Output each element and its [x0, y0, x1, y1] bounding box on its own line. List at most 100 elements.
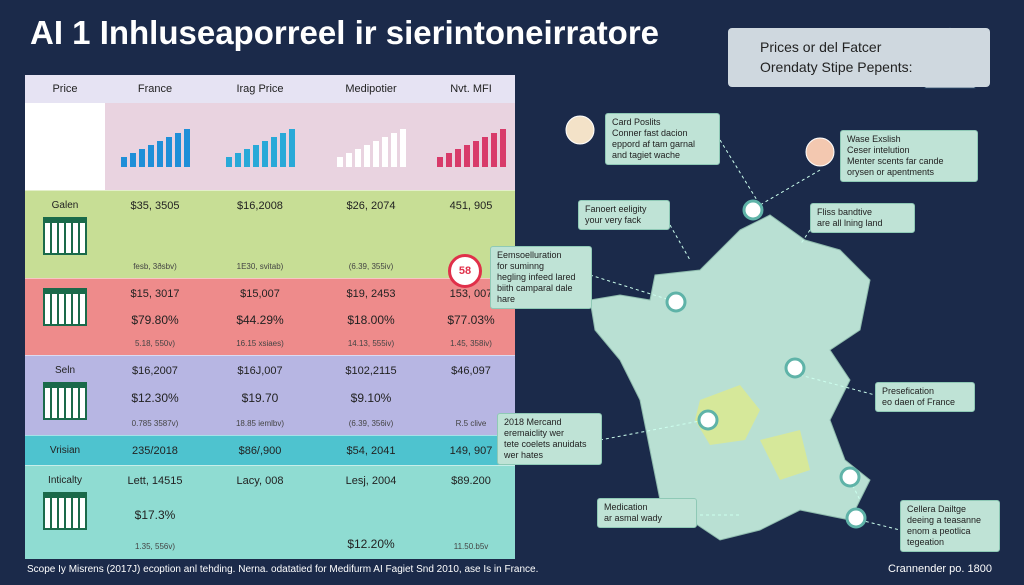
mini-bar: [363, 145, 370, 167]
row-label-cell: Galen: [25, 191, 105, 279]
title: AI 1 Inhluseaporreel ir sierintoneirrato…: [30, 14, 660, 51]
cell-text: $79.80%: [131, 312, 179, 327]
cell-text: $46,097: [451, 365, 491, 377]
table-cell: $15,007 $44.29% 16.15 xsiaes): [205, 279, 315, 356]
cell-text: 1.45, 358iv): [450, 339, 492, 348]
callout-line: tegeation: [907, 537, 945, 547]
connectors: [589, 139, 901, 531]
chart-cell: [25, 103, 105, 190]
cell-text: 14.13, 555iv): [347, 339, 395, 348]
callout: Presefication eo daen of France: [875, 382, 975, 412]
mini-bar: [445, 153, 452, 167]
cell-text: $17.3%: [134, 507, 176, 522]
cell-text: $15, 3017: [130, 288, 180, 300]
header-cell: Nvt. MFI: [450, 83, 492, 95]
cell-text: 153, 007: [449, 288, 493, 300]
cell-text: 5.18, 550v): [134, 339, 176, 348]
callout-line: for suminng: [497, 261, 545, 271]
cell-text: $19, 2453: [346, 288, 396, 300]
cell-text: $102,2115: [345, 365, 397, 377]
building-icon: [43, 492, 87, 530]
cell-text: $19.70: [241, 391, 279, 405]
cell-text: $12.30%: [131, 391, 179, 405]
callout-line: Fliss bandtive: [817, 207, 873, 217]
mini-bar: [345, 153, 352, 167]
mini-chart: [120, 127, 190, 167]
table-cell: Lett, 14515 $17.3% 1.35, 556v): [105, 466, 205, 559]
callout-line: Ceser intelution: [847, 145, 910, 155]
mini-bar: [454, 149, 461, 167]
mini-chart: [225, 127, 295, 167]
callout-line: eremaiclity wer: [504, 428, 565, 438]
row-label: Seln: [54, 365, 75, 376]
callout-line: Card Poslits: [612, 117, 661, 127]
cell-text: $18.00%: [347, 312, 395, 327]
mini-bar: [372, 141, 379, 167]
cell-text: $16J,007: [237, 365, 283, 377]
mini-bar: [120, 157, 127, 167]
table-row: Seln $16,2007 $12.30% 0.785 3587v) $16J,007 $…: [25, 355, 515, 436]
table-cell: 235/2018: [105, 436, 205, 466]
cell-text: $35, 3505: [130, 200, 180, 212]
cell-text: Lacy, 008: [236, 475, 284, 487]
mini-bar: [390, 133, 397, 167]
cell-text: $77.03%: [447, 312, 495, 327]
cell-text: Lett, 14515: [127, 475, 183, 487]
mini-bar: [147, 145, 154, 167]
mini-bar: [234, 153, 241, 167]
callout: 2018 Mercand eremaiclity wer tete coelets …: [497, 413, 602, 465]
callout-line: Wase Exslish: [847, 134, 901, 144]
cell-text: 0.785 3587v): [131, 419, 179, 428]
callout-line: enom a peotlica: [907, 526, 971, 536]
row-label: Vrisian: [49, 445, 81, 456]
callout-line: eo daen of France: [882, 397, 956, 407]
callout: Wase Exslish Ceser intelution Menter scent…: [840, 130, 978, 182]
mini-chart: [336, 127, 406, 167]
callout-line: ar asmal wady: [604, 513, 663, 523]
mini-bar: [288, 129, 295, 167]
legend-line: Prices or del Fatcer: [760, 39, 882, 55]
cell-text: $15,007: [240, 288, 280, 300]
badge: 58: [448, 254, 482, 288]
building-icon: [43, 217, 87, 255]
callout-line: Conner fast dacion: [612, 128, 688, 138]
table-cell: 153, 007 $77.03% 1.45, 358iv): [427, 279, 515, 356]
table-cell: $15, 3017 $79.80% 5.18, 550v): [105, 279, 205, 356]
callout-line: Eemsoelluration: [497, 250, 562, 260]
row-label: Inticalty: [48, 475, 82, 486]
callout-line: and tagiet wache: [612, 150, 681, 160]
table-cell: $102,2115 $9.10% (6.39, 356iv): [315, 356, 427, 436]
table-cell: Lesj, 2004 $12.20%: [315, 466, 427, 559]
mini-bar: [279, 133, 286, 167]
table: Price France Irag Price Medipotier Nvt. MFI G…: [25, 75, 515, 559]
row-label: Galen: [51, 200, 79, 211]
mini-bar: [381, 137, 388, 167]
cell-text: $26, 2074: [346, 200, 396, 212]
cell-text: fesb, 3ðsbv): [133, 262, 177, 271]
header-row: Price France Irag Price Medipotier Nvt. MFI: [25, 75, 515, 103]
avatar: [565, 115, 595, 145]
table-cell: 451, 905: [427, 191, 515, 279]
callout-line: deeing a teasanne: [907, 515, 982, 525]
mini-bar: [252, 145, 259, 167]
callout-line: Presefication: [882, 386, 935, 396]
mini-chart: [436, 127, 506, 167]
cell-text: Lesj, 2004: [345, 475, 397, 487]
callout-line: tete coelets anuidats: [504, 439, 587, 449]
avatar: [805, 137, 835, 167]
table-cell: $86/,900: [205, 436, 315, 466]
region: [760, 430, 810, 480]
callout-line: Menter scents far cande: [847, 156, 944, 166]
cell-text: $16,2008: [237, 200, 283, 212]
row-label-cell: Seln: [25, 356, 105, 436]
cell-text: (6.39, 355iv): [348, 262, 394, 271]
callout-line: are all lning land: [817, 218, 883, 228]
callout-line: Fanoert eeligity: [585, 204, 647, 214]
table-cell: $26, 2074 (6.39, 355iv): [315, 191, 427, 279]
cell-text: 235/2018: [132, 445, 178, 457]
legend-line: Orendaty Stipe Pepents:: [760, 59, 913, 75]
row-label-cell: [25, 279, 105, 356]
callout-line: 2018 Mercand: [504, 417, 562, 427]
mini-bar: [261, 141, 268, 167]
